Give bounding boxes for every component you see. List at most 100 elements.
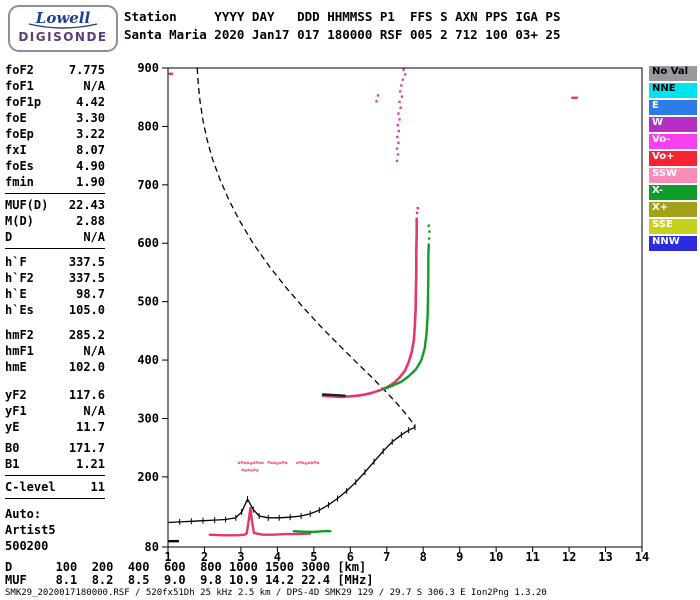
param-value: 102.0: [68, 360, 105, 374]
legend-item-sse: SSE: [649, 219, 697, 234]
param-value: 22.43: [68, 198, 105, 212]
x-tick-label: 4: [274, 550, 281, 564]
param-value: 11: [90, 480, 105, 494]
x-tick-label: 6: [347, 550, 354, 564]
x-tick-label: 13: [598, 550, 612, 564]
legend-item-vo-: Vo+: [649, 151, 697, 166]
param-label: B1: [5, 457, 20, 471]
mid-scatter-upper: [237, 461, 320, 465]
logo-lowell-text: Lowell: [35, 9, 91, 27]
param-row-ye: yE 11.7: [5, 419, 105, 435]
separator-line: [5, 248, 105, 249]
param-label: Artist5: [5, 523, 56, 537]
muf-row: MUF 8.1 8.2 8.5 9.0 9.8 10.9 14.2 22.4 […: [5, 573, 374, 587]
param-row-hmf2: hmF2 285.2: [5, 327, 105, 343]
param-value: 3.22: [76, 127, 105, 141]
y-tick-label: 600: [137, 236, 159, 250]
param-group: B0 171.7 B1 1.21: [5, 440, 105, 472]
param-label: B0: [5, 441, 20, 455]
param-label: D: [5, 230, 13, 244]
x-tick-label: 14: [635, 550, 649, 564]
legend-item-nne: NNE: [649, 83, 697, 98]
param-label: M(D): [5, 214, 34, 228]
param-value: 1.21: [76, 457, 105, 471]
param-row-500200: 500200: [5, 538, 105, 554]
y-tick-label: 80: [145, 540, 159, 554]
echo-legend: No Val NNE E W Vo- Vo+ SSW X- X+ SSE NNW: [649, 66, 697, 253]
param-value: 337.5: [68, 271, 105, 285]
logo-swoosh-icon: [28, 23, 98, 29]
param-label: yF2: [5, 388, 27, 402]
x-tick-label: 9: [456, 550, 463, 564]
param-label: foEs: [5, 159, 34, 173]
legend-item-w: W: [649, 117, 697, 132]
header-values-row: Santa Maria 2020 Jan17 017 180000 RSF 00…: [124, 26, 561, 42]
spread-f-column: [375, 68, 407, 163]
param-label: hmF2: [5, 328, 34, 342]
param-row-fof1p: foF1p 4.42: [5, 94, 105, 110]
param-label: foEp: [5, 127, 34, 141]
param-group: yF2 117.6 yF1 N/A yE 11.7: [5, 387, 105, 435]
logo-digisonde-text: DIGISONDE: [18, 30, 108, 44]
param-row-foes: foEs 4.90: [5, 158, 105, 174]
param-value: 285.2: [68, 328, 105, 342]
x-tick-label: 8: [420, 550, 427, 564]
axes: 1 2 3 4 5 6 7 8 9 10 11 12 13 14802003004005006007008…: [137, 61, 649, 564]
param-label: h`F2: [5, 271, 34, 285]
legend-item-ssw: SSW: [649, 168, 697, 183]
legend-item-no-val: No Val: [649, 66, 697, 81]
param-value: 7.775: [68, 63, 105, 77]
separator-line: [5, 475, 105, 476]
param-label: foE: [5, 111, 27, 125]
separator-line: [5, 193, 105, 194]
param-group: h`F 337.5 h`F2 337.5 h`E 98.7 h`Es 105.0: [5, 254, 105, 318]
riser-top-dots-red: [415, 206, 419, 215]
param-row-foe: foE 3.30: [5, 110, 105, 126]
param-label: hmF1: [5, 344, 34, 358]
param-group: foF2 7.775 foF1 N/A foF1p 4.42 foE 3.30 foEp 3.22…: [5, 62, 105, 190]
param-row-hes: h`Es 105.0: [5, 302, 105, 318]
param-value: 171.7: [68, 441, 105, 455]
status-line: SMK29_2020017180000.RSF / 520fx51Dh 25 k…: [5, 588, 547, 598]
param-group: Auto: Artist5 500200: [5, 506, 105, 554]
param-row-he: h`E 98.7: [5, 286, 105, 302]
param-value: 2.88: [76, 214, 105, 228]
param-label: yE: [5, 420, 20, 434]
param-value: 4.90: [76, 159, 105, 173]
d-row: D 100 200 400 600 800 1000 1500 3000 [km…: [5, 560, 367, 574]
param-value: 11.7: [76, 420, 105, 434]
param-group: C-level 11: [5, 479, 105, 495]
param-row-clevel: C-level 11: [5, 479, 105, 495]
param-row-artist5: Artist5: [5, 522, 105, 538]
param-row-yf2: yF2 117.6: [5, 387, 105, 403]
mid-scatter-lower: [241, 468, 259, 472]
param-label: foF2: [5, 63, 34, 77]
y-tick-label: 200: [137, 470, 159, 484]
x-tick-label: 7: [383, 550, 390, 564]
x-tick-label: 11: [525, 550, 539, 564]
param-row-hf2: h`F2 337.5: [5, 270, 105, 286]
param-group: hmF2 285.2 hmF1 N/A hmE 102.0: [5, 327, 105, 375]
x-tick-label: 2: [201, 550, 208, 564]
legend-item-nnw: NNW: [649, 236, 697, 251]
x-tick-label: 10: [489, 550, 503, 564]
param-group: MUF(D) 22.43 M(D) 2.88 D N/A: [5, 197, 105, 245]
param-value: N/A: [83, 79, 105, 93]
param-value: 105.0: [68, 303, 105, 317]
legend-item-x-: X+: [649, 202, 697, 217]
param-label: yF1: [5, 404, 27, 418]
param-row-d: D N/A: [5, 229, 105, 245]
f-trace-o-mode: [321, 217, 419, 399]
x-tick-label: 3: [237, 550, 244, 564]
y-tick-label: 800: [137, 119, 159, 133]
param-label: Auto:: [5, 507, 42, 521]
param-value: N/A: [83, 404, 105, 418]
parameter-panel: foF2 7.775 foF1 N/A foF1p 4.42 foE 3.30 foEp 3.22…: [5, 62, 105, 554]
d-muf-table: D 100 200 400 600 800 1000 1500 3000 [km…: [5, 561, 373, 587]
topside-profile-dashed: [196, 67, 416, 428]
digisonde-logo: Lowell DIGISONDE: [8, 5, 118, 52]
x-tick-label: 5: [310, 550, 317, 564]
param-row-fof2: foF2 7.775: [5, 62, 105, 78]
param-row-fmin: fmin 1.90: [5, 174, 105, 190]
